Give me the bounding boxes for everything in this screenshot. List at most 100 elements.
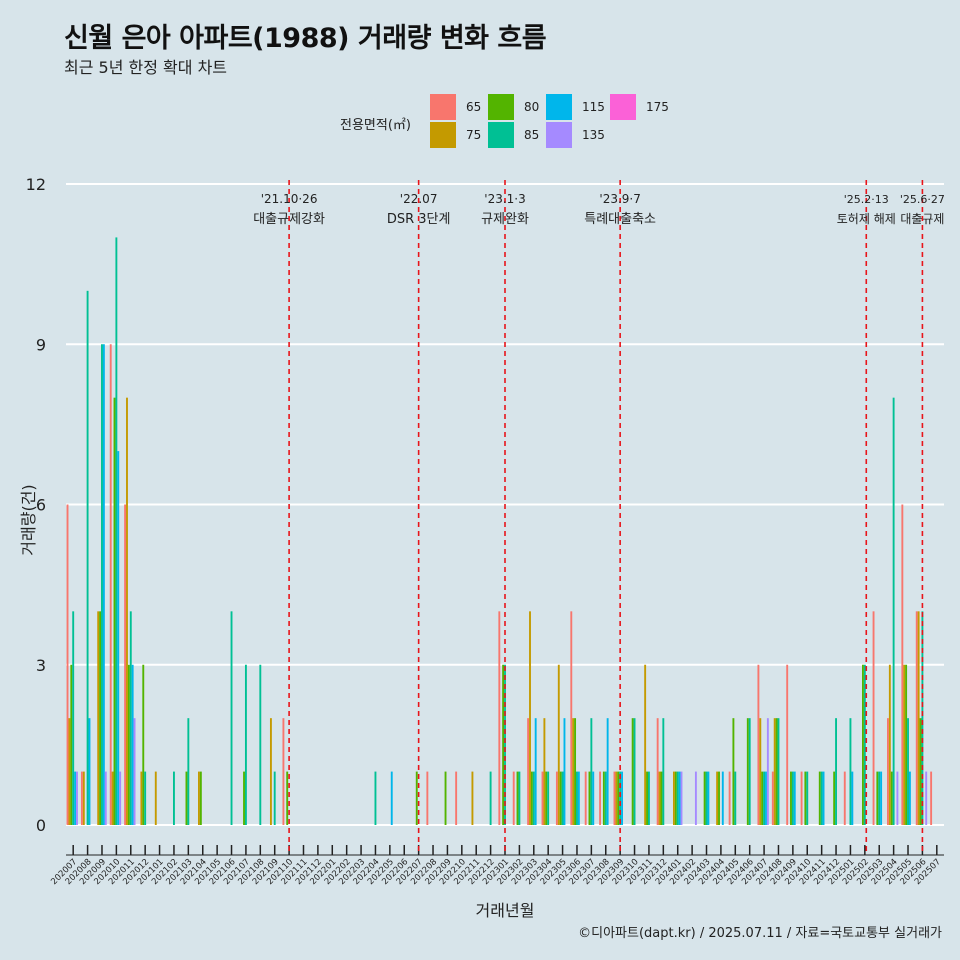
bar-80-202007: [70, 664, 73, 825]
bar-75-202408: [773, 718, 776, 825]
bar-135-202009: [104, 771, 107, 825]
bar-80-202305: [559, 771, 562, 825]
bar-115-202205: [390, 771, 393, 825]
legend-label: 80: [524, 100, 540, 114]
bar-85-202109: [273, 771, 276, 825]
bar-85-202106: [230, 611, 233, 825]
bar-85-202504: [892, 397, 895, 825]
bar-65-202507: [930, 771, 933, 825]
bar-115-202403: [707, 771, 710, 825]
bar-85-202212: [489, 771, 492, 825]
bar-80-202209: [444, 771, 447, 825]
chart-title: 신월 은아 아파트(1988) 거래량 변화 흐름: [64, 23, 547, 54]
bar-80-202107: [243, 771, 245, 825]
bar-85-202011: [129, 611, 132, 825]
bar-115-202409: [793, 771, 796, 825]
bar-80-202306: [574, 718, 577, 825]
bar-85-202308: [604, 771, 607, 825]
legend-swatch: [546, 94, 572, 120]
bar-115-202505: [908, 771, 911, 825]
bar-135-202010: [119, 771, 122, 825]
bar-80-202312: [660, 771, 663, 825]
bar-65-202307: [584, 771, 587, 825]
bar-75-202504: [888, 664, 891, 825]
bar-75-202010: [111, 771, 114, 825]
bar-85-202309: [619, 771, 622, 825]
event-date: '25.6·27: [900, 193, 945, 206]
bar-80-202504: [890, 771, 893, 825]
event-date: '22.07: [400, 192, 438, 206]
bar-65-202304: [541, 771, 544, 825]
bar-85-202312: [662, 718, 665, 825]
source-caption: ©디아파트(dapt.kr) / 2025.07.11 / 자료=국토교통부 실…: [578, 926, 942, 941]
bar-115-202007: [74, 771, 77, 825]
legend-swatch: [610, 94, 636, 120]
bar-115-202307: [592, 771, 595, 825]
bar-75-202404: [716, 771, 719, 825]
bar-65-202405: [728, 771, 731, 825]
legend-label: 85: [524, 128, 540, 142]
bar-80-202407: [761, 771, 764, 825]
bar-80-202405: [732, 718, 735, 825]
bar-75-202104: [198, 771, 200, 825]
bar-80-202012: [142, 664, 145, 825]
bar-80-202410: [804, 771, 807, 825]
bar-65-202301: [498, 611, 501, 825]
bar-85-202401: [676, 771, 679, 825]
bar-85-202306: [576, 771, 578, 825]
bar-75-202305: [557, 664, 560, 825]
bar-75-202012: [140, 771, 143, 825]
bar-85-202406: [748, 718, 751, 825]
bar-65-202208: [426, 771, 429, 825]
bar-115-202401: [678, 771, 681, 825]
bar-115-202303: [534, 718, 537, 825]
event-label: 대출규제강화: [253, 212, 325, 227]
bar-75-202007: [68, 718, 71, 825]
bar-115-202309: [621, 771, 623, 825]
bar-75-202009: [97, 611, 100, 825]
bar-115-202308: [606, 718, 609, 825]
bar-80-202406: [746, 718, 749, 825]
bar-85-202303: [532, 771, 535, 825]
y-tick-label: 3: [36, 656, 46, 675]
bar-65-202007: [66, 504, 69, 825]
bar-115-202008: [88, 718, 91, 825]
bar-65-202210: [455, 771, 458, 825]
bar-80-202401: [674, 771, 677, 825]
bar-85-202409: [791, 771, 794, 825]
bar-80-202303: [530, 771, 533, 825]
bar-80-202412: [833, 771, 836, 825]
event-label: 규제완화: [481, 212, 529, 227]
bar-80-202308: [602, 771, 605, 825]
bar-80-202505: [905, 664, 908, 825]
bar-115-202009: [102, 344, 105, 825]
bar-75-202304: [543, 718, 546, 825]
bar-75-202008: [82, 771, 85, 825]
legend-swatch: [430, 122, 456, 148]
event-date: '25.2·13: [844, 193, 889, 206]
event-date: '21.10·26: [261, 192, 318, 206]
bar-85-202008: [86, 290, 89, 825]
y-tick-label: 9: [36, 335, 46, 354]
bar-75-202101: [154, 771, 157, 825]
bar-115-202501: [851, 771, 854, 825]
bar-65-202008: [80, 771, 83, 825]
bar-135-202011: [133, 718, 136, 825]
bar-80-202311: [646, 771, 648, 825]
bar-80-202502: [861, 664, 864, 825]
bar-65-202010: [109, 344, 112, 825]
bar-85-202305: [561, 771, 564, 825]
bar-80-202104: [199, 771, 202, 825]
bar-115-202411: [822, 771, 825, 825]
bar-65-202504: [887, 718, 889, 825]
event-date: '23.9·7: [599, 192, 640, 206]
bar-85-202506: [921, 611, 924, 825]
bar-115-202011: [131, 664, 134, 825]
bar-75-202011: [126, 397, 128, 825]
bar-80-202301: [502, 664, 505, 825]
legend-label: 75: [466, 128, 482, 142]
bar-75-202309: [615, 771, 618, 825]
bar-65-202407: [757, 664, 760, 825]
bar-85-202501: [849, 718, 852, 825]
bar-75-202312: [658, 771, 661, 825]
